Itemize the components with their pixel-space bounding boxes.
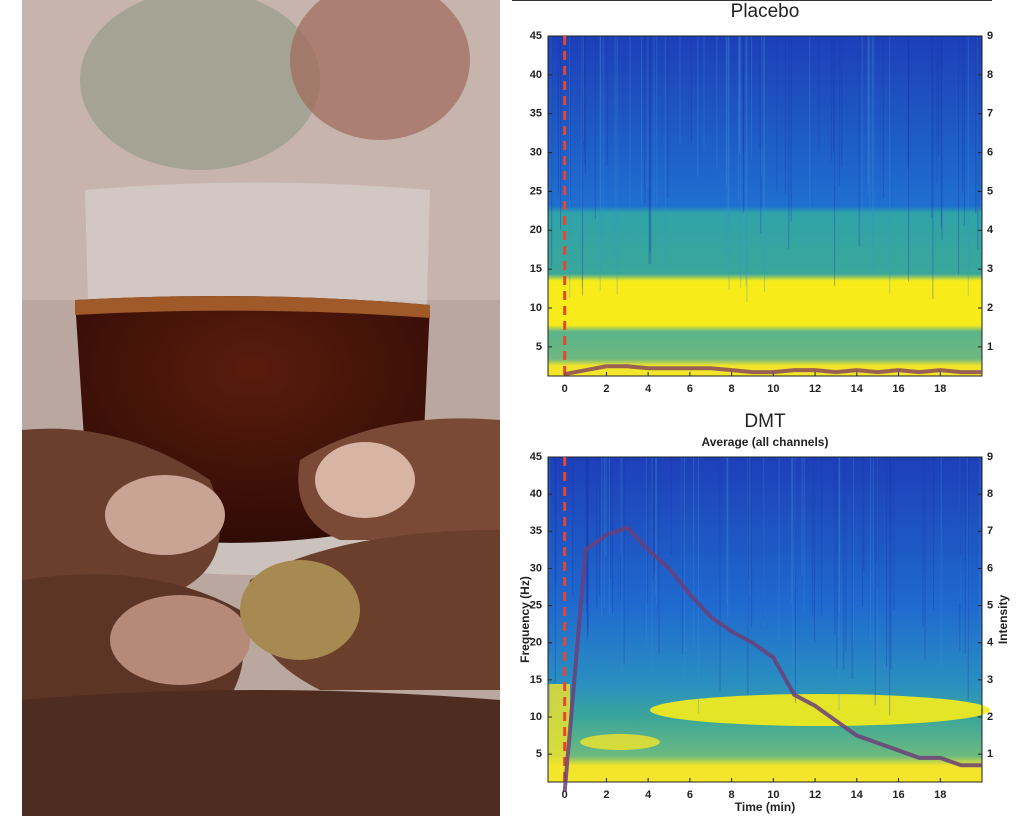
y2-tick-label: 3 bbox=[987, 674, 993, 686]
intensity-line bbox=[562, 525, 982, 792]
x-tick-label: 0 bbox=[562, 383, 568, 395]
y2-tick-label: 8 bbox=[987, 488, 993, 500]
y-tick-label: 25 bbox=[530, 599, 542, 611]
x-tick-label: 14 bbox=[851, 383, 864, 395]
y-tick-label: 30 bbox=[530, 146, 542, 158]
y2-tick-label: 5 bbox=[987, 185, 993, 197]
y2-tick-label: 9 bbox=[987, 451, 993, 463]
x-tick-label: 18 bbox=[934, 789, 946, 801]
y2-axis-label: Intensity bbox=[996, 595, 1010, 645]
x-tick-label: 8 bbox=[729, 383, 735, 395]
y-tick-label: 5 bbox=[536, 748, 542, 760]
x-axis-label: Time (min) bbox=[735, 800, 795, 814]
y-axis-label: Frequency (Hz) bbox=[518, 576, 532, 663]
y-tick-label: 35 bbox=[530, 108, 542, 120]
x-tick-label: 16 bbox=[892, 789, 904, 801]
spectrogram-band bbox=[580, 734, 660, 750]
y2-tick-label: 3 bbox=[987, 263, 993, 275]
chart-subtitle: Average (all channels) bbox=[702, 435, 829, 449]
y-tick-label: 45 bbox=[530, 451, 542, 463]
y-tick-label: 10 bbox=[530, 302, 542, 314]
y2-tick-label: 4 bbox=[987, 637, 994, 649]
y2-tick-label: 4 bbox=[987, 224, 994, 236]
y2-tick-label: 1 bbox=[987, 748, 993, 760]
y2-tick-label: 9 bbox=[987, 30, 993, 42]
x-tick-label: 4 bbox=[645, 789, 652, 801]
intensity-line bbox=[564, 364, 982, 377]
spectrogram bbox=[548, 457, 982, 782]
x-tick-label: 12 bbox=[809, 789, 821, 801]
x-tick-label: 2 bbox=[603, 383, 609, 395]
plot-frame bbox=[547, 456, 983, 783]
y2-tick-label: 7 bbox=[987, 525, 993, 537]
y2-tick-label: 8 bbox=[987, 69, 993, 81]
x-tick-label: 8 bbox=[729, 789, 735, 801]
y2-tick-label: 2 bbox=[987, 711, 993, 723]
x-tick-label: 6 bbox=[687, 789, 693, 801]
y2-tick-label: 7 bbox=[987, 108, 993, 120]
y-tick-label: 35 bbox=[530, 525, 542, 537]
y-tick-label: 15 bbox=[530, 674, 542, 686]
y-tick-label: 15 bbox=[530, 263, 542, 275]
x-tick-label: 0 bbox=[562, 789, 568, 801]
y-tick-label: 30 bbox=[530, 562, 542, 574]
x-tick-label: 4 bbox=[645, 383, 652, 395]
x-tick-label: 2 bbox=[603, 789, 609, 801]
y2-tick-label: 6 bbox=[987, 146, 993, 158]
x-tick-label: 18 bbox=[934, 383, 946, 395]
y2-tick-label: 6 bbox=[987, 562, 993, 574]
x-tick-label: 12 bbox=[809, 383, 821, 395]
chart-title: DMT bbox=[744, 411, 786, 432]
plot-frame bbox=[547, 35, 983, 377]
x-tick-label: 10 bbox=[767, 383, 779, 395]
y-tick-label: 40 bbox=[530, 488, 542, 500]
x-tick-label: 14 bbox=[851, 789, 864, 801]
y2-tick-label: 1 bbox=[987, 341, 993, 353]
x-tick-label: 10 bbox=[767, 789, 779, 801]
y2-tick-label: 2 bbox=[987, 302, 993, 314]
y-tick-label: 20 bbox=[530, 224, 542, 236]
y-tick-label: 20 bbox=[530, 637, 542, 649]
y2-tick-label: 5 bbox=[987, 599, 993, 611]
y-tick-label: 25 bbox=[530, 185, 542, 197]
y-tick-label: 40 bbox=[530, 69, 542, 81]
x-tick-label: 6 bbox=[687, 383, 693, 395]
y-tick-label: 45 bbox=[530, 30, 542, 42]
chart-title: Placebo bbox=[731, 1, 800, 22]
spectrogram bbox=[548, 36, 982, 376]
y-tick-label: 5 bbox=[536, 341, 542, 353]
photo bbox=[22, 0, 500, 816]
y-tick-label: 10 bbox=[530, 711, 542, 723]
x-tick-label: 16 bbox=[892, 383, 904, 395]
